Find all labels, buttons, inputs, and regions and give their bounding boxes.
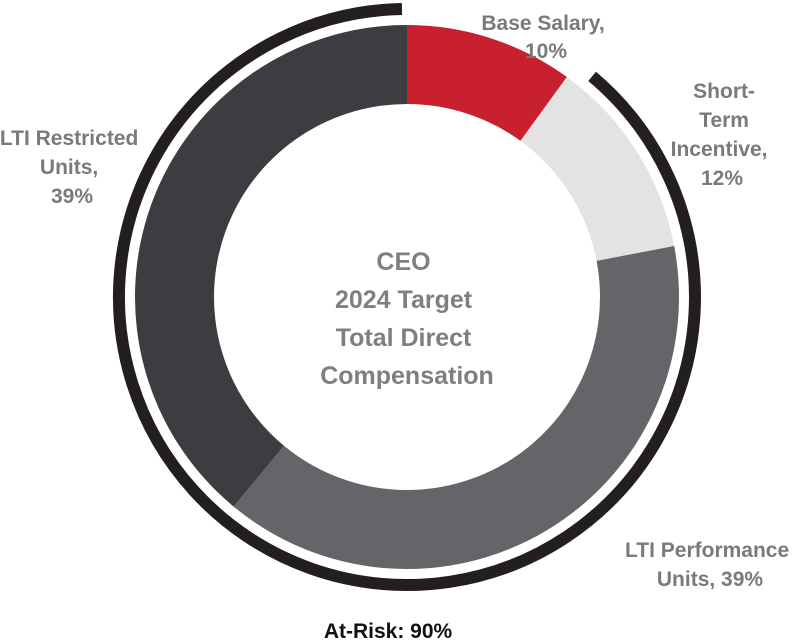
slice-label-lti-restricted-units: LTI Restricted Units, 39% (0, 127, 144, 208)
slice-label-line: 10% (525, 40, 567, 63)
slice-label-line: 39% (51, 185, 93, 208)
slice-lti-performance-units (233, 246, 679, 569)
chart-title-line: Total Direct (336, 324, 472, 352)
slice-label-line: LTI Restricted (0, 127, 138, 150)
slice-label-line: Units, (40, 156, 98, 179)
slice-base-salary (407, 25, 567, 141)
slice-short-term-incentive (520, 76, 675, 261)
slice-label-lti-performance-units: LTI Performance Units, 39% (625, 539, 795, 591)
chart-title-line: 2024 Target (335, 286, 473, 314)
at-risk-label: At-Risk: 90% (324, 620, 453, 643)
chart-title: CEO 2024 Target Total Direct Compensatio… (320, 248, 494, 390)
slice-label-short-term-incentive: Short- Term Incentive, 12% (671, 80, 774, 190)
slice-label-line: Term (699, 109, 749, 132)
slice-label-line: Units, 39% (657, 568, 764, 591)
slice-label-line: LTI Performance (625, 539, 789, 562)
slice-lti-restricted-units (134, 25, 407, 507)
chart-title-line: Compensation (320, 362, 494, 390)
slice-label-line: 12% (701, 167, 743, 190)
chart-title-line: CEO (376, 248, 430, 276)
slice-label-line: Base Salary, (481, 12, 604, 35)
slice-label-line: Short- (693, 80, 755, 103)
at-risk-bracket-group (113, 3, 701, 591)
slice-label-base-salary: Base Salary, 10% (481, 12, 610, 63)
slices-group (134, 25, 679, 569)
at-risk-bracket-arc (113, 3, 701, 591)
slice-label-line: Incentive, (671, 138, 768, 161)
